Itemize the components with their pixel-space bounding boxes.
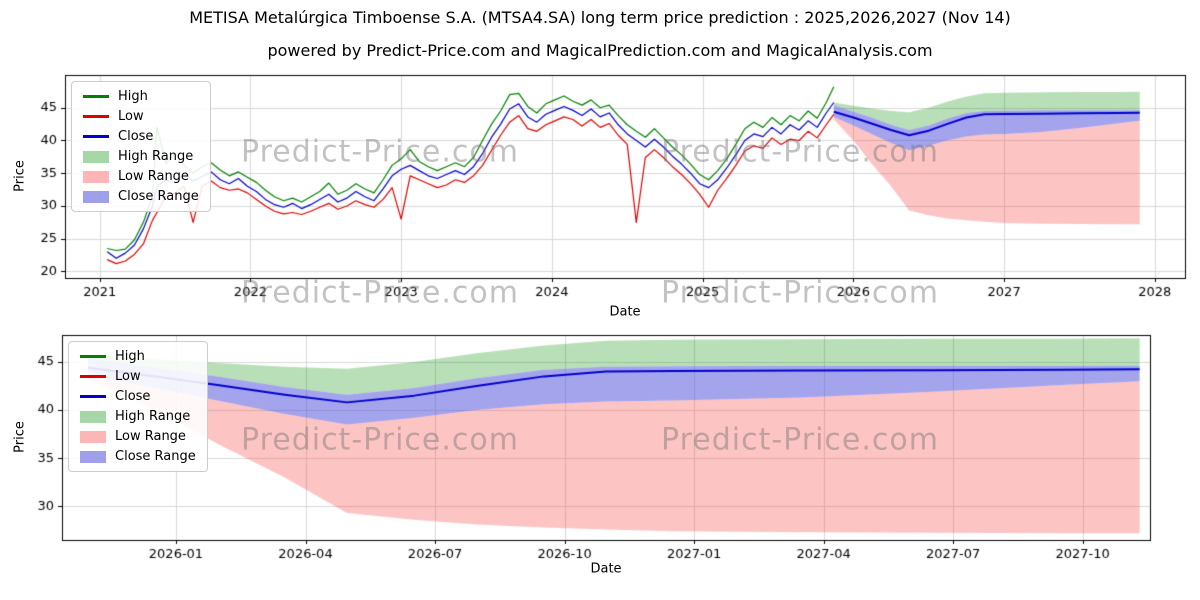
legend-label-high-range: High Range (115, 409, 191, 424)
legend-item-high-range: High Range (80, 409, 196, 424)
legend-label-high: High (118, 89, 148, 104)
close-range-patch-swatch (83, 190, 109, 203)
watermark-text: Predict-Price.com (241, 422, 519, 458)
watermark-text: Predict-Price.com (241, 275, 519, 311)
legend-item-close: Close (83, 129, 199, 144)
page-subtitle: powered by Predict-Price.com and Magical… (267, 41, 933, 60)
close-line-swatch (80, 395, 106, 398)
legend-item-close-range: Close Range (80, 449, 196, 464)
legend-item-high-range: High Range (83, 149, 199, 164)
top-chart-y-axis-label: Price (12, 160, 28, 192)
legend-label-high: High (115, 349, 145, 364)
legend-label-close-range: Close Range (115, 449, 196, 464)
legend-item-low-range: Low Range (80, 429, 196, 444)
high-line-swatch (83, 95, 109, 98)
legend-item-low: Low (80, 369, 196, 384)
close-line-swatch (83, 135, 109, 138)
legend-item-high: High (83, 89, 199, 104)
low-range-patch-swatch (80, 430, 106, 443)
legend-label-low: Low (115, 369, 141, 384)
legend-label-low: Low (118, 109, 144, 124)
legend-item-low: Low (83, 109, 199, 124)
high-line-swatch (80, 355, 106, 358)
watermark-text: Predict-Price.com (661, 422, 939, 458)
high-range-patch-swatch (83, 150, 109, 163)
watermark-text: Predict-Price.com (661, 275, 939, 311)
low-range-patch-swatch (83, 170, 109, 183)
bottom-chart-x-axis-label: Date (590, 561, 622, 577)
legend-label-close: Close (118, 129, 154, 144)
bottom-chart-y-axis-label: Price (12, 421, 28, 453)
legend-label-high-range: High Range (118, 149, 194, 164)
legend-item-close-range: Close Range (83, 189, 199, 204)
legend-item-close: Close (80, 389, 196, 404)
legend-label-close-range: Close Range (118, 189, 199, 204)
legend-bottom-chart: High Low Close High Range Low Range Clos… (68, 341, 208, 472)
low-line-swatch (83, 115, 109, 118)
legend-item-high: High (80, 349, 196, 364)
page-title: METISA Metalúrgica Timboense S.A. (MTSA4… (189, 8, 1011, 27)
high-range-patch-swatch (80, 410, 106, 423)
top-chart-x-axis-label: Date (609, 304, 641, 320)
legend-label-low-range: Low Range (115, 429, 186, 444)
close-range-patch-swatch (80, 450, 106, 463)
watermark-text: Predict-Price.com (241, 134, 519, 170)
legend-item-low-range: Low Range (83, 169, 199, 184)
legend-top-chart: High Low Close High Range Low Range Clos… (71, 81, 211, 212)
low-line-swatch (80, 375, 106, 378)
legend-label-low-range: Low Range (118, 169, 189, 184)
watermark-text: Predict-Price.com (661, 134, 939, 170)
legend-label-close: Close (115, 389, 151, 404)
